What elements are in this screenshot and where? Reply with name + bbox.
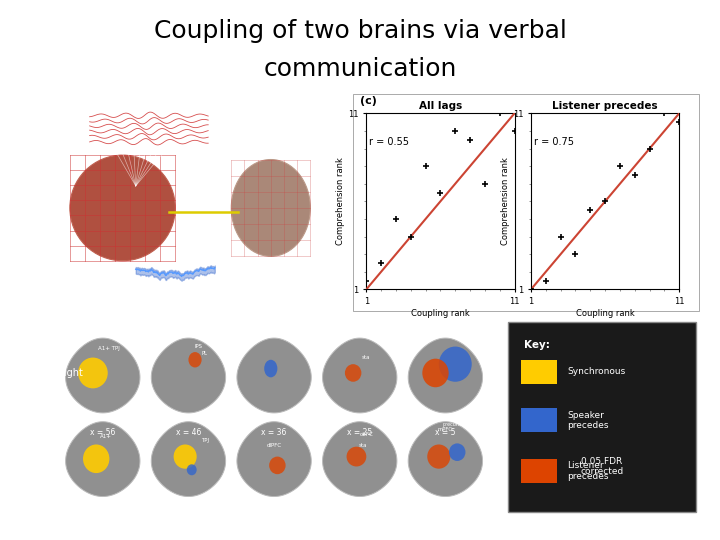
- Polygon shape: [408, 422, 482, 496]
- Ellipse shape: [186, 464, 197, 475]
- Y-axis label: Comprehension rank: Comprehension rank: [501, 157, 510, 245]
- Polygon shape: [323, 338, 397, 413]
- Ellipse shape: [189, 352, 202, 367]
- Text: Coupling of two brains via verbal: Coupling of two brains via verbal: [153, 19, 567, 43]
- Polygon shape: [237, 422, 311, 496]
- Text: (a): (a): [57, 96, 74, 106]
- Text: Listener: Listener: [247, 285, 295, 295]
- Text: IPS: IPS: [194, 344, 202, 349]
- Text: (b): (b): [57, 316, 75, 326]
- Bar: [521, 408, 557, 433]
- Text: x = 46: x = 46: [176, 428, 201, 437]
- Text: precuneus: precuneus: [443, 422, 468, 427]
- Text: dlPFC: dlPFC: [266, 443, 282, 448]
- Text: x = -5: x = -5: [433, 511, 457, 521]
- Text: x = -48: x = -48: [174, 511, 202, 521]
- Bar: [521, 360, 557, 384]
- Text: Speaker
precedes: Speaker precedes: [567, 410, 608, 430]
- Title: Listener precedes: Listener precedes: [552, 101, 658, 111]
- Ellipse shape: [345, 364, 361, 382]
- Ellipse shape: [346, 447, 366, 467]
- Text: sta: sta: [362, 355, 371, 360]
- Text: Right: Right: [57, 368, 83, 378]
- Text: x = -59: x = -59: [89, 511, 117, 521]
- Text: r = 0.55: r = 0.55: [369, 137, 409, 147]
- Ellipse shape: [174, 444, 197, 469]
- Ellipse shape: [231, 159, 310, 256]
- Ellipse shape: [269, 457, 286, 474]
- Text: communication: communication: [264, 57, 456, 80]
- Polygon shape: [66, 422, 140, 496]
- Title: All lags: All lags: [419, 101, 462, 111]
- Text: (c): (c): [360, 96, 377, 106]
- Ellipse shape: [83, 444, 109, 473]
- Ellipse shape: [438, 347, 472, 382]
- Text: Left: Left: [57, 488, 75, 497]
- Text: r = 0.75: r = 0.75: [534, 137, 574, 147]
- Text: PL: PL: [202, 351, 208, 356]
- X-axis label: Coupling rank: Coupling rank: [576, 309, 634, 318]
- Bar: [521, 459, 557, 483]
- Text: x = 25: x = 25: [347, 428, 372, 437]
- X-axis label: Coupling rank: Coupling rank: [411, 309, 470, 318]
- Text: x = 56: x = 56: [90, 428, 115, 437]
- Text: TPJ: TPJ: [201, 438, 209, 443]
- Text: sta: sta: [359, 443, 367, 448]
- Text: x = 5: x = 5: [435, 428, 456, 437]
- Polygon shape: [408, 338, 482, 413]
- Text: mPFC: mPFC: [438, 427, 453, 433]
- Ellipse shape: [70, 155, 175, 261]
- Ellipse shape: [264, 360, 277, 377]
- Text: 0.05 FDR
corrected: 0.05 FDR corrected: [580, 457, 624, 476]
- Ellipse shape: [423, 359, 449, 387]
- Text: A1+: A1+: [100, 434, 112, 439]
- Bar: [353, 93, 699, 312]
- Polygon shape: [323, 422, 397, 496]
- Text: x = 36: x = 36: [261, 428, 287, 437]
- Polygon shape: [151, 422, 225, 496]
- Bar: [508, 322, 696, 511]
- Text: Synchronous: Synchronous: [567, 367, 626, 376]
- Ellipse shape: [78, 357, 108, 388]
- Ellipse shape: [427, 444, 450, 469]
- Text: Key:: Key:: [524, 340, 550, 350]
- Text: Listener
precedes: Listener precedes: [567, 461, 608, 481]
- Text: A1+ TPJ: A1+ TPJ: [99, 346, 120, 351]
- Polygon shape: [237, 338, 311, 413]
- Text: obFC: obFC: [359, 432, 373, 437]
- Text: x = -26: x = -26: [346, 511, 374, 521]
- Text: x = -34: x = -34: [260, 511, 288, 521]
- Ellipse shape: [449, 443, 465, 461]
- Polygon shape: [66, 338, 140, 413]
- Text: Speaker: Speaker: [99, 289, 147, 299]
- Y-axis label: Comprehension rank: Comprehension rank: [336, 157, 346, 245]
- Polygon shape: [151, 338, 225, 413]
